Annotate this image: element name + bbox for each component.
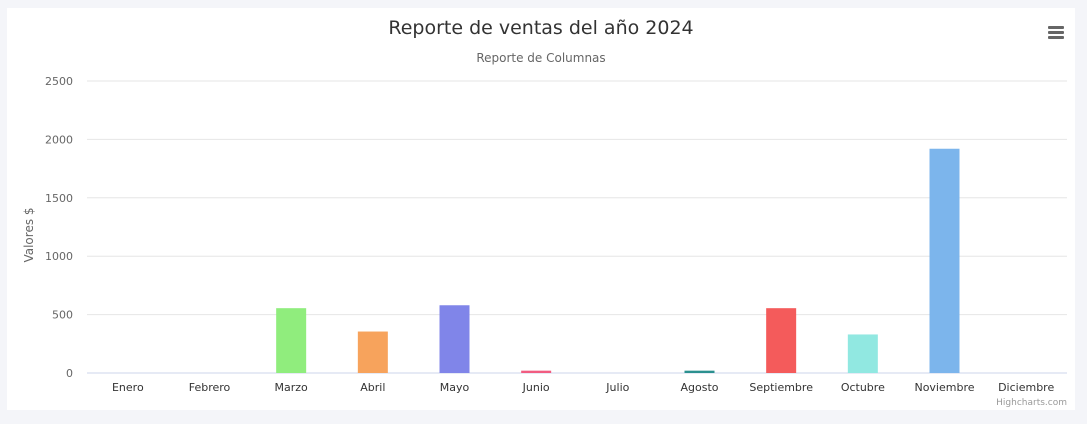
y-axis-title: Valores $: [22, 207, 36, 262]
bars: [276, 148, 960, 373]
y-tick-label: 2500: [45, 75, 73, 88]
y-tick-label: 2000: [45, 133, 73, 146]
hamburger-menu-icon[interactable]: [1045, 24, 1067, 44]
bar-agosto[interactable]: [684, 370, 715, 373]
x-tick-label: Septiembre: [749, 381, 813, 394]
x-tick-label: Junio: [522, 381, 550, 394]
x-tick-label: Agosto: [680, 381, 718, 394]
x-tick-label: Marzo: [275, 381, 309, 394]
x-tick-label: Octubre: [841, 381, 885, 394]
chart-subtitle: Reporte de Columnas: [476, 51, 605, 65]
x-tick-label: Julio: [605, 381, 629, 394]
bar-mayo[interactable]: [439, 305, 470, 373]
y-tick-label: 500: [52, 309, 73, 322]
bar-abril[interactable]: [357, 331, 388, 373]
x-tick-label: Mayo: [440, 381, 470, 394]
grid-lines: [87, 80, 1067, 374]
bar-noviembre[interactable]: [929, 148, 960, 373]
y-tick-label: 1500: [45, 192, 73, 205]
chart-title: Reporte de ventas del año 2024: [388, 17, 693, 39]
x-tick-label: Noviembre: [914, 381, 974, 394]
x-tick-label: Enero: [112, 381, 144, 394]
bar-octubre[interactable]: [847, 334, 878, 373]
column-chart: Reporte de ventas del año 2024 Reporte d…: [22, 17, 1067, 408]
x-tick-label: Febrero: [189, 381, 231, 394]
chart-container: Reporte de ventas del año 2024 Reporte d…: [7, 8, 1075, 410]
bar-marzo[interactable]: [276, 308, 307, 373]
credits-link[interactable]: Highcharts.com: [996, 398, 1067, 408]
x-tick-label: Diciembre: [998, 381, 1054, 394]
bar-septiembre[interactable]: [766, 308, 797, 373]
y-tick-label: 0: [66, 367, 73, 380]
x-axis-ticks: Enero Febrero Marzo Abril Mayo Junio Julio Agos…: [112, 381, 1054, 394]
bar-junio[interactable]: [521, 370, 552, 373]
y-tick-label: 1000: [45, 250, 73, 263]
x-tick-label: Abril: [360, 381, 385, 394]
y-axis-ticks: 0 500 1000 1500 2000 2500: [45, 75, 73, 380]
